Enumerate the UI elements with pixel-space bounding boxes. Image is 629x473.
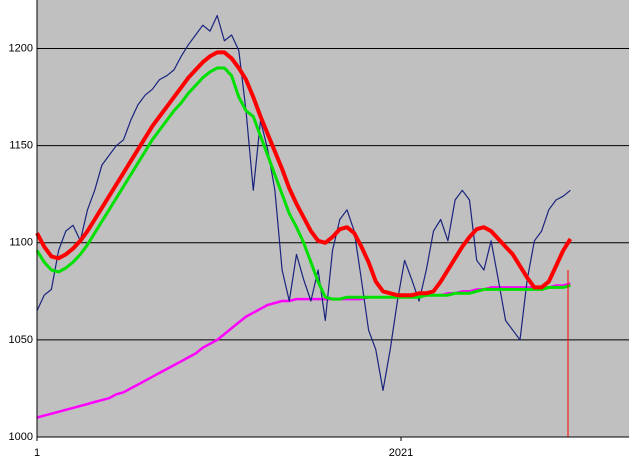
series-line — [35, 50, 573, 298]
plot-area — [37, 0, 629, 437]
y-tick-label: 1000 — [9, 431, 33, 443]
x-tick-label: 1 — [34, 447, 40, 459]
y-tick-label: 1200 — [9, 42, 33, 54]
series-line — [35, 66, 571, 301]
y-tick-label: 1050 — [9, 334, 33, 346]
y-tick-label: 1100 — [9, 237, 33, 249]
y-tick-label: 1150 — [9, 140, 33, 152]
series-line — [36, 14, 571, 391]
x-tick-label: 2021 — [389, 447, 413, 459]
